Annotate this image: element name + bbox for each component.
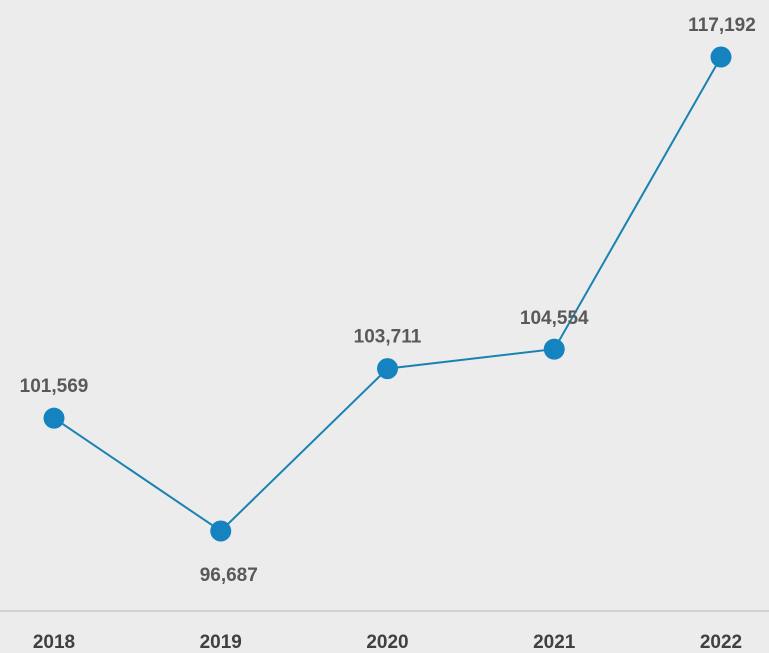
data-label-2019: 96,687: [200, 565, 258, 586]
data-point-2019: [210, 521, 231, 542]
data-point-2018: [44, 408, 65, 429]
data-label-2020: 103,711: [354, 327, 422, 348]
data-point-2022: [711, 47, 732, 68]
data-label-2021: 104,554: [520, 308, 589, 329]
x-tick-label-2022: 2022: [700, 632, 742, 653]
data-label-2022: 117,192: [688, 15, 756, 36]
data-point-2020: [377, 358, 398, 379]
data-label-2018: 101,569: [20, 376, 89, 397]
x-tick-label-2019: 2019: [200, 632, 242, 653]
x-tick-label-2018: 2018: [33, 632, 75, 653]
x-tick-label-2021: 2021: [533, 632, 576, 653]
data-point-2021: [544, 339, 565, 360]
x-tick-label-2020: 2020: [366, 632, 408, 653]
series-line: [54, 57, 721, 531]
